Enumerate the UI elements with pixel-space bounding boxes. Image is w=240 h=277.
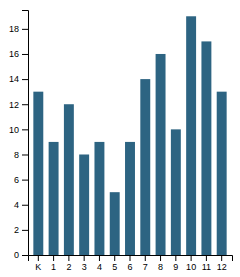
x-tick-label: 9 [173,262,178,272]
y-tick-mark [22,154,28,155]
y-tick: 6 [14,175,28,185]
x-tick: 8 [158,255,163,272]
bar [33,92,43,255]
x-tick: 4 [97,255,102,272]
y-tick: 4 [14,200,28,210]
y-tick-mark [22,205,28,206]
chart-svg: K123456789101112024681012141618 [0,0,240,277]
plot-area: K123456789101112024681012141618 [9,11,233,273]
y-tick-label: 6 [14,175,19,185]
y-tick-label: 16 [9,49,19,59]
bar [125,142,135,255]
x-tick: 2 [66,255,71,272]
y-axis-line [22,11,29,256]
x-tick-label: 3 [82,262,87,272]
x-tick-label: 2 [66,262,71,272]
x-tick-mark [114,255,115,261]
bar [110,192,120,255]
x-tick-mark [99,255,100,261]
x-tick-label: K [35,262,41,272]
y-tick-label: 4 [14,200,19,210]
x-tick: K [35,255,41,272]
x-tick: 1 [51,255,56,272]
x-tick-label: 1 [51,262,56,272]
y-tick: 14 [9,74,28,84]
y-axis: 0 2 4 6 8 10 12 14 16 18 [9,11,29,261]
x-tick-label: 10 [186,262,196,272]
x-tick-mark [38,255,39,261]
y-tick-mark [22,104,28,105]
y-tick: 8 [14,150,28,160]
x-tick: 12 [217,255,227,272]
chart-container: K123456789101112024681012141618 [0,0,240,277]
bar [94,142,104,255]
x-tick: 11 [202,255,211,272]
bar [217,92,227,255]
x-tick: 3 [82,255,87,272]
x-tick: 6 [127,255,132,272]
x-tick-label: 12 [217,262,227,272]
x-tick-mark [84,255,85,261]
y-tick-label: 0 [14,250,19,260]
y-tick-mark [22,255,28,256]
y-tick-label: 2 [14,225,19,235]
x-tick-mark [191,255,192,261]
y-tick: 2 [14,225,28,235]
x-tick-label: 7 [143,262,148,272]
x-tick: 5 [112,255,117,272]
y-tick-mark [22,29,28,30]
bar [140,79,150,255]
x-tick-mark [221,255,222,261]
y-tick-label: 10 [9,125,19,135]
x-tick-mark [53,255,54,261]
x-tick-mark [68,255,69,261]
y-tick-mark [22,129,28,130]
x-tick-mark [145,255,146,261]
y-tick-mark [22,54,28,55]
y-tick-label: 8 [14,150,19,160]
y-tick-label: 12 [9,100,19,110]
y-tick: 10 [9,125,28,135]
x-tick: 7 [143,255,148,272]
x-tick-label: 4 [97,262,102,272]
y-tick-mark [22,230,28,231]
bar [64,104,74,255]
x-axis: K123456789101112 [29,255,233,272]
x-axis-line [29,256,233,262]
x-tick-label: 11 [202,262,211,272]
x-tick-label: 6 [127,262,132,272]
y-tick-label: 14 [9,74,19,84]
bar [186,16,196,255]
x-tick-mark [160,255,161,261]
bar [49,142,59,255]
y-tick: 12 [9,100,28,110]
x-tick: 10 [186,255,196,272]
y-tick-mark [22,180,28,181]
y-tick-mark [22,79,28,80]
x-tick-label: 5 [112,262,117,272]
y-tick-label: 18 [9,24,19,34]
y-tick: 18 [9,24,28,34]
y-tick: 0 [14,250,28,260]
bar [201,41,211,255]
x-tick-label: 8 [158,262,163,272]
x-tick-mark [206,255,207,261]
bar [156,54,166,255]
x-tick-mark [130,255,131,261]
bar [171,129,181,255]
y-tick: 16 [9,49,28,59]
x-tick-mark [175,255,176,261]
bar [79,154,89,255]
bars [33,16,226,255]
x-tick: 9 [173,255,178,272]
